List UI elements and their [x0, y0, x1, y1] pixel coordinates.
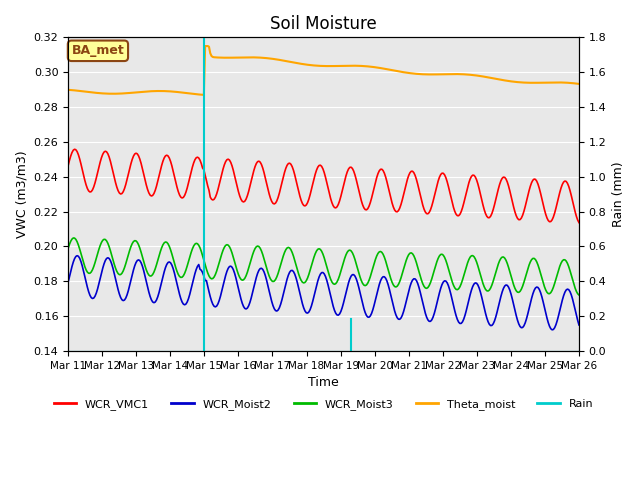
Legend: WCR_VMC1, WCR_Moist2, WCR_Moist3, Theta_moist, Rain: WCR_VMC1, WCR_Moist2, WCR_Moist3, Theta_… [49, 395, 598, 414]
Text: BA_met: BA_met [72, 44, 124, 57]
Y-axis label: Rain (mm): Rain (mm) [612, 161, 625, 227]
X-axis label: Time: Time [308, 376, 339, 389]
Y-axis label: VWC (m3/m3): VWC (m3/m3) [15, 150, 28, 238]
Title: Soil Moisture: Soil Moisture [270, 15, 377, 33]
